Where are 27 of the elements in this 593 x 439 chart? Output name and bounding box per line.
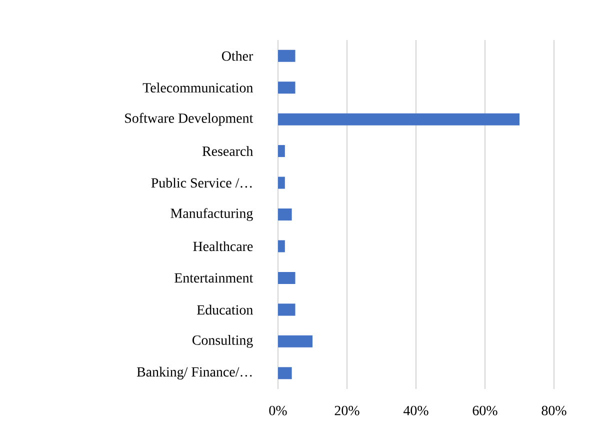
x-tick-label: 80% [542,406,566,416]
bar [278,145,285,158]
x-tick-label: 40% [403,406,428,416]
y-tick-label: Entertainment [174,273,254,283]
y-tick-label: Public Service /… [151,178,252,188]
bar [278,50,296,62]
bar [278,272,296,284]
bar [278,304,296,316]
y-tick-label: Manufacturing [170,208,253,221]
y-tick-label: Telecommunication [142,82,253,93]
x-tick-label: 20% [334,406,360,416]
y-tick-label: Education [197,304,253,315]
bar [278,335,312,348]
bar [278,82,296,94]
x-tick-label: 60% [472,406,498,416]
x-tick-label: 0% [269,406,287,416]
bar [278,113,520,126]
y-tick-label: Consulting [192,335,253,348]
y-tick-label: Other [222,50,254,61]
y-tick-label: Research [202,146,253,156]
bar [278,367,292,380]
bar [278,176,285,189]
y-tick-label: Software Development [125,112,254,126]
y-tick-label: Healthcare [193,241,253,252]
bar [278,208,292,221]
y-tick-label: Banking/ Finance/… [136,366,252,380]
bar [278,240,285,252]
